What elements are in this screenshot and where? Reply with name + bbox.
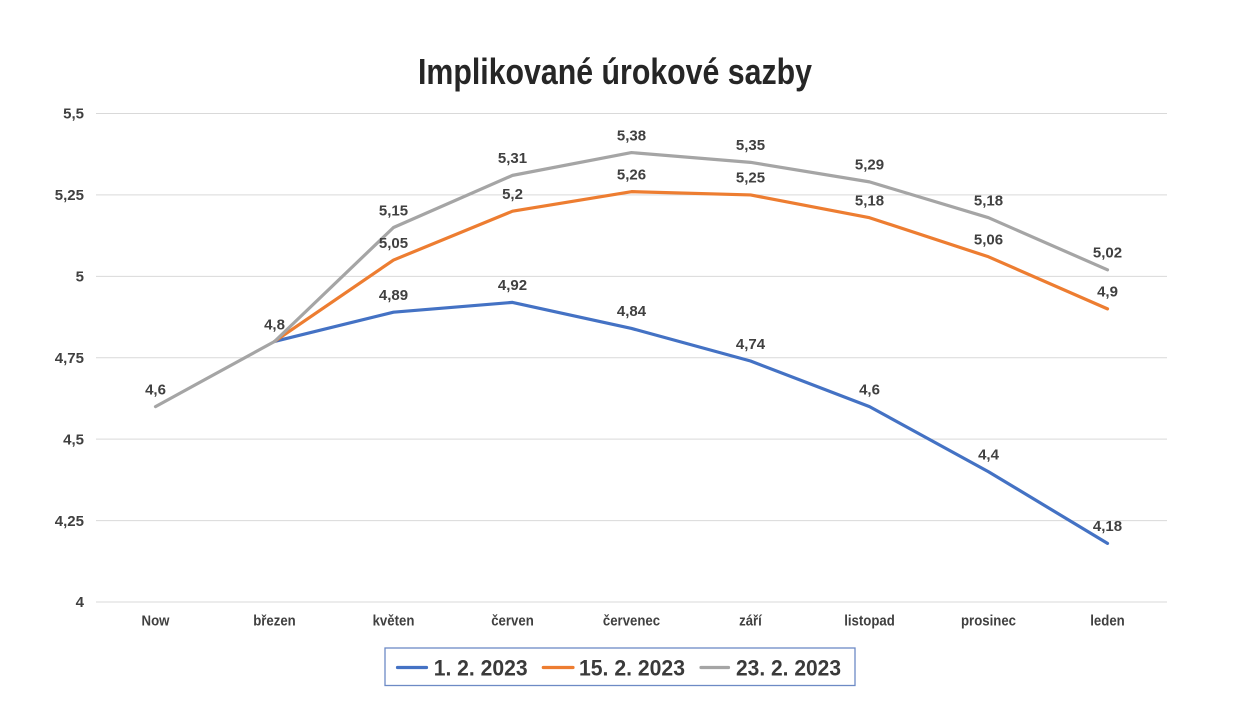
- svg-text:5,31: 5,31: [498, 150, 527, 167]
- svg-text:květen: květen: [373, 612, 415, 629]
- svg-text:5,5: 5,5: [63, 106, 84, 123]
- svg-text:5: 5: [76, 269, 84, 286]
- svg-text:5,18: 5,18: [855, 193, 884, 210]
- svg-text:4,75: 4,75: [55, 350, 84, 367]
- svg-text:prosinec: prosinec: [961, 612, 1016, 629]
- svg-text:4,6: 4,6: [859, 381, 880, 398]
- svg-text:březen: březen: [253, 612, 296, 629]
- svg-text:5,15: 5,15: [379, 202, 408, 219]
- svg-text:5,02: 5,02: [1093, 245, 1122, 262]
- svg-text:5,35: 5,35: [736, 137, 765, 154]
- svg-text:5,05: 5,05: [379, 235, 408, 252]
- svg-text:5,2: 5,2: [502, 186, 523, 203]
- svg-text:Implikované úrokové sazby: Implikované úrokové sazby: [418, 51, 812, 92]
- svg-text:4: 4: [76, 594, 85, 611]
- svg-text:červenec: červenec: [603, 612, 660, 629]
- svg-text:4,9: 4,9: [1097, 284, 1118, 301]
- svg-text:4,25: 4,25: [55, 513, 84, 530]
- svg-text:5,25: 5,25: [55, 187, 84, 204]
- svg-text:1. 2. 2023: 1. 2. 2023: [434, 655, 528, 680]
- svg-text:4,92: 4,92: [498, 277, 527, 294]
- svg-text:4,4: 4,4: [978, 447, 1000, 464]
- svg-text:4,84: 4,84: [617, 303, 647, 320]
- svg-text:Now: Now: [142, 612, 170, 629]
- svg-text:5,18: 5,18: [974, 193, 1003, 210]
- svg-text:5,38: 5,38: [617, 127, 646, 144]
- svg-text:15. 2. 2023: 15. 2. 2023: [579, 655, 685, 680]
- svg-text:4,8: 4,8: [264, 316, 285, 333]
- svg-text:červen: červen: [491, 612, 534, 629]
- svg-text:4,18: 4,18: [1093, 518, 1122, 535]
- svg-text:4,6: 4,6: [145, 381, 166, 398]
- svg-text:5,25: 5,25: [736, 170, 765, 187]
- svg-text:4,89: 4,89: [379, 287, 408, 304]
- svg-text:23. 2. 2023: 23. 2. 2023: [736, 655, 841, 680]
- svg-text:leden: leden: [1090, 612, 1125, 629]
- svg-text:5,26: 5,26: [617, 167, 646, 184]
- svg-text:5,29: 5,29: [855, 157, 884, 174]
- svg-text:listopad: listopad: [844, 612, 895, 629]
- svg-text:září: září: [739, 612, 762, 629]
- svg-text:4,74: 4,74: [736, 336, 766, 353]
- svg-text:5,06: 5,06: [974, 232, 1003, 249]
- svg-text:4,5: 4,5: [63, 431, 84, 448]
